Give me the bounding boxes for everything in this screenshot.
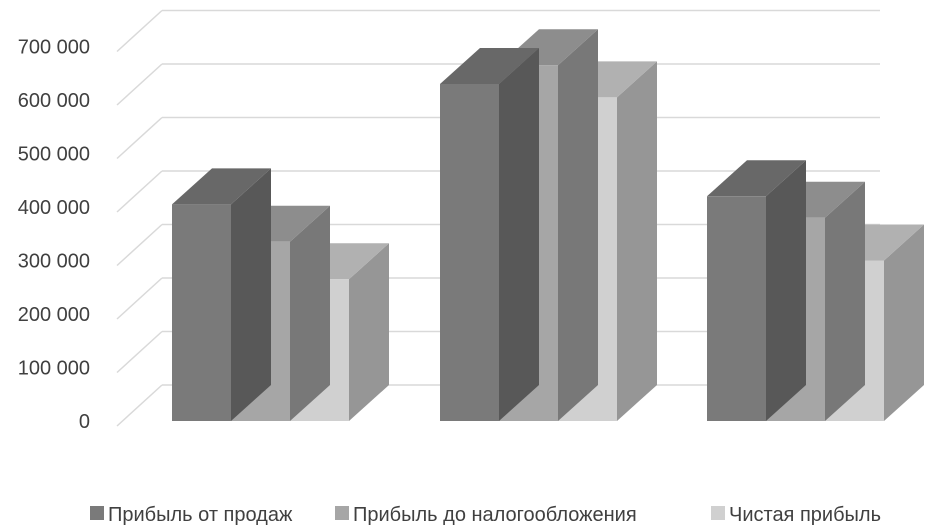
bar — [172, 204, 231, 421]
bar-side — [290, 205, 330, 421]
gridline-side — [116, 9, 163, 53]
bar-side — [617, 61, 657, 421]
y-tick-label: 200 000 — [18, 304, 90, 326]
y-tick-label: 600 000 — [18, 90, 90, 112]
legend-label: Прибыль до налогообложения — [353, 504, 637, 526]
bar-side — [349, 243, 389, 421]
bar-side — [499, 47, 539, 421]
gridline-side — [116, 223, 163, 267]
bar-side — [766, 160, 806, 422]
gridline-side — [116, 170, 163, 213]
bar — [707, 196, 766, 421]
y-tick-label: 500 000 — [18, 144, 90, 166]
legend-swatch — [90, 506, 104, 520]
gridline-side — [116, 330, 163, 374]
bar-side — [231, 168, 271, 421]
legend-swatch — [711, 506, 725, 520]
bar-top — [707, 160, 806, 197]
gridline-side — [116, 277, 163, 320]
legend-label: Прибыль от продаж — [108, 504, 293, 526]
bar-top — [440, 47, 539, 84]
gridline-side — [116, 63, 163, 106]
y-tick-label: 0 — [79, 411, 90, 433]
bar-side — [884, 224, 924, 421]
y-tick-label: 300 000 — [18, 251, 90, 273]
bar-top — [172, 168, 271, 205]
gridline-side — [116, 384, 163, 427]
bar-side — [558, 29, 598, 421]
y-tick-label: 100 000 — [18, 358, 90, 380]
y-tick-label: 700 000 — [18, 37, 90, 59]
bar — [440, 83, 499, 421]
bar-side — [825, 181, 865, 421]
legend-swatch — [335, 506, 349, 520]
y-tick-label: 400 000 — [18, 197, 90, 219]
legend-label: Чистая прибыль — [729, 504, 881, 526]
gridline-side — [116, 116, 163, 160]
